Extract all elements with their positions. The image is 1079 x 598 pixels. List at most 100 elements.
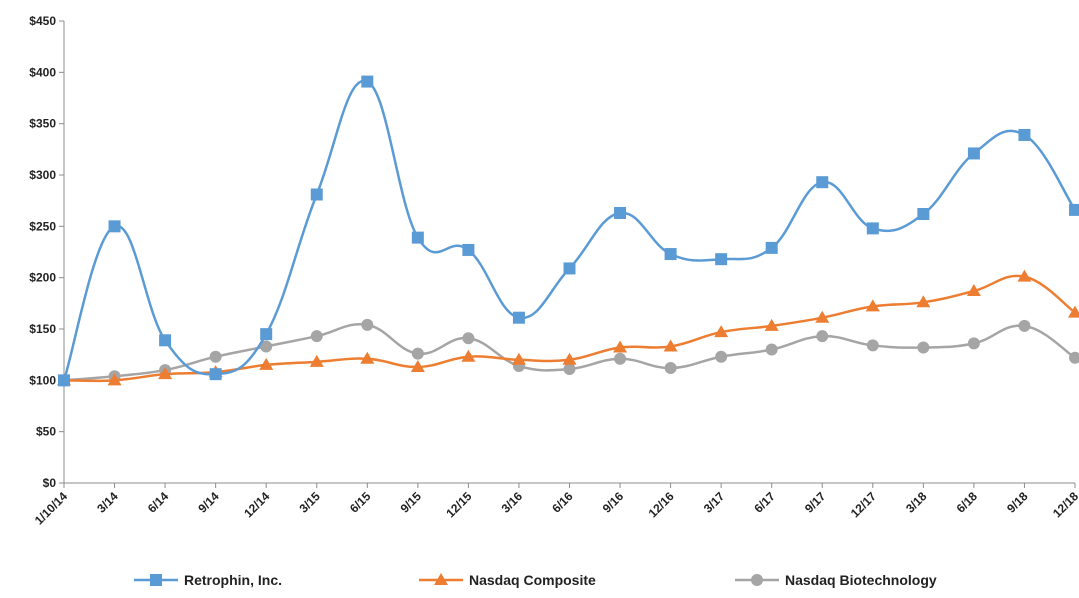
- y-tick-label: $100: [29, 373, 56, 387]
- y-tick-label: $150: [29, 322, 56, 336]
- data-point: [917, 208, 930, 221]
- data-point: [462, 243, 475, 256]
- x-tick-label: 12/18: [1050, 489, 1079, 520]
- data-point: [966, 284, 981, 297]
- data-point: [462, 332, 475, 345]
- legend-marker: [434, 573, 448, 585]
- data-point: [866, 339, 879, 352]
- data-point: [967, 337, 980, 350]
- data-point: [816, 330, 829, 343]
- data-point: [158, 367, 173, 380]
- series-layer: [57, 75, 1079, 387]
- data-point: [816, 176, 829, 189]
- x-tick-label: 9/17: [802, 489, 829, 516]
- x-tick-label: 9/15: [398, 489, 425, 516]
- data-point: [1017, 269, 1032, 282]
- data-point: [310, 330, 323, 343]
- legend-label: Nasdaq Biotechnology: [785, 572, 937, 588]
- data-point: [411, 347, 424, 360]
- data-point: [1018, 128, 1031, 141]
- data-point: [1018, 319, 1031, 332]
- data-point: [715, 350, 728, 363]
- data-point: [917, 341, 930, 354]
- data-point: [361, 75, 374, 88]
- data-point: [461, 349, 476, 362]
- y-tick-label: $250: [29, 219, 56, 233]
- x-tick-label: 3/15: [296, 489, 323, 516]
- data-point: [764, 318, 779, 331]
- data-point: [361, 318, 374, 331]
- x-tick-label: 12/16: [646, 489, 677, 520]
- data-point: [765, 241, 778, 254]
- legend: Retrophin, Inc. Nasdaq Composite Nasdaq Bi…: [134, 572, 937, 588]
- y-tick-label: $400: [29, 65, 56, 79]
- series-line: [62, 79, 1077, 381]
- x-tick-label: 6/14: [145, 489, 172, 516]
- y-tick-label: $200: [29, 271, 56, 285]
- data-point: [1069, 351, 1079, 364]
- y-tick-label: $50: [36, 425, 56, 439]
- data-point: [765, 343, 778, 356]
- data-point: [310, 188, 323, 201]
- data-point: [865, 299, 880, 312]
- x-tick-label: 3/16: [499, 489, 526, 516]
- x-tick-label: 9/14: [195, 489, 222, 516]
- legend-label: Retrophin, Inc.: [184, 572, 282, 588]
- data-point: [260, 328, 273, 341]
- x-tick-label: 12/14: [241, 489, 272, 520]
- legend-label: Nasdaq Composite: [469, 572, 596, 588]
- x-tick-label: 3/14: [94, 489, 121, 516]
- data-point: [563, 262, 576, 275]
- data-point: [512, 311, 525, 324]
- data-point: [411, 231, 424, 244]
- data-point: [1069, 203, 1079, 216]
- data-point: [1068, 305, 1079, 318]
- data-point: [663, 339, 678, 352]
- data-point: [107, 373, 122, 386]
- data-point: [614, 206, 627, 219]
- data-point: [209, 368, 222, 381]
- legend-item: Nasdaq Biotechnology: [735, 572, 937, 588]
- data-point: [511, 352, 526, 365]
- data-point: [967, 147, 980, 160]
- data-point: [58, 374, 70, 387]
- data-point: [410, 359, 425, 372]
- x-tick-label: 12/17: [848, 489, 879, 520]
- data-point: [309, 354, 324, 367]
- data-point: [916, 295, 931, 308]
- data-point: [664, 248, 677, 261]
- data-point: [664, 362, 677, 375]
- series-square: [58, 75, 1079, 387]
- data-point: [866, 222, 879, 235]
- data-point: [815, 310, 830, 323]
- legend-item: Retrophin, Inc.: [134, 572, 282, 588]
- data-point: [562, 352, 577, 365]
- x-tick-label: 6/17: [751, 489, 778, 516]
- x-tick-label: 12/15: [443, 489, 474, 520]
- data-point: [260, 340, 273, 353]
- y-tick-label: $0: [43, 476, 57, 490]
- y-tick-label: $300: [29, 168, 56, 182]
- data-point: [159, 334, 172, 347]
- data-point: [209, 350, 222, 363]
- data-point: [714, 325, 729, 338]
- x-tick-label: 3/17: [701, 489, 728, 516]
- x-tick-label: 6/16: [549, 489, 576, 516]
- data-point: [360, 351, 375, 364]
- data-point: [108, 220, 121, 233]
- y-tick-label: $450: [29, 14, 56, 28]
- x-tick-label: 3/18: [903, 489, 930, 516]
- legend-item: Nasdaq Composite: [419, 572, 596, 588]
- data-point: [715, 253, 728, 266]
- x-tick-label: 1/10/14: [32, 489, 70, 527]
- data-point: [259, 357, 274, 370]
- x-tick-label: 6/15: [347, 489, 374, 516]
- legend-marker: [751, 574, 763, 586]
- x-tick-label: 9/16: [600, 489, 627, 516]
- y-tick-label: $350: [29, 117, 56, 131]
- legend-marker: [150, 574, 162, 586]
- data-point: [613, 340, 628, 353]
- x-tick-label: 9/18: [1004, 489, 1031, 516]
